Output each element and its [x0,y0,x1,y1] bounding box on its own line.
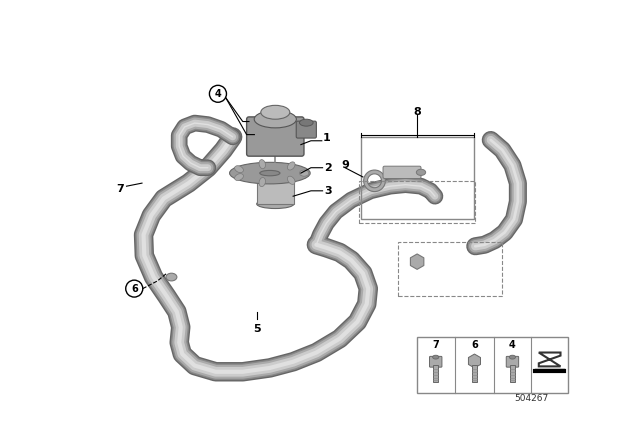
Text: 5: 5 [253,324,260,334]
Text: 3: 3 [324,186,332,196]
Bar [433,365,438,382]
FancyBboxPatch shape [246,117,304,156]
Text: 504267: 504267 [514,394,548,403]
Bar [417,337,568,392]
Ellipse shape [300,170,308,176]
Bar [472,365,477,382]
FancyBboxPatch shape [296,121,316,138]
Text: 4: 4 [214,89,221,99]
Ellipse shape [287,162,295,170]
Ellipse shape [230,162,310,184]
Text: 8: 8 [413,107,421,116]
Ellipse shape [300,119,313,126]
Bar [360,137,474,220]
Text: 1: 1 [323,134,330,143]
Text: 9: 9 [341,160,349,170]
Text: 6: 6 [471,340,478,350]
FancyBboxPatch shape [506,356,518,367]
Bar [359,181,476,223]
Ellipse shape [166,273,177,281]
Bar [510,365,515,382]
FancyBboxPatch shape [429,356,442,367]
Ellipse shape [235,174,243,181]
Text: 7: 7 [116,184,124,194]
Ellipse shape [433,355,439,359]
Text: 7: 7 [433,340,439,350]
Ellipse shape [259,159,266,169]
FancyBboxPatch shape [383,166,421,178]
Bar [397,242,502,296]
Ellipse shape [257,172,294,181]
Ellipse shape [257,199,294,208]
Ellipse shape [287,176,295,185]
Ellipse shape [235,166,243,172]
Ellipse shape [259,177,266,187]
Ellipse shape [254,111,296,128]
Ellipse shape [260,170,280,176]
Ellipse shape [509,355,516,359]
Ellipse shape [417,169,426,176]
Bar [257,177,294,204]
Text: 4: 4 [509,340,516,350]
Ellipse shape [261,105,290,119]
Text: 2: 2 [324,163,332,173]
Text: 6: 6 [131,284,138,293]
